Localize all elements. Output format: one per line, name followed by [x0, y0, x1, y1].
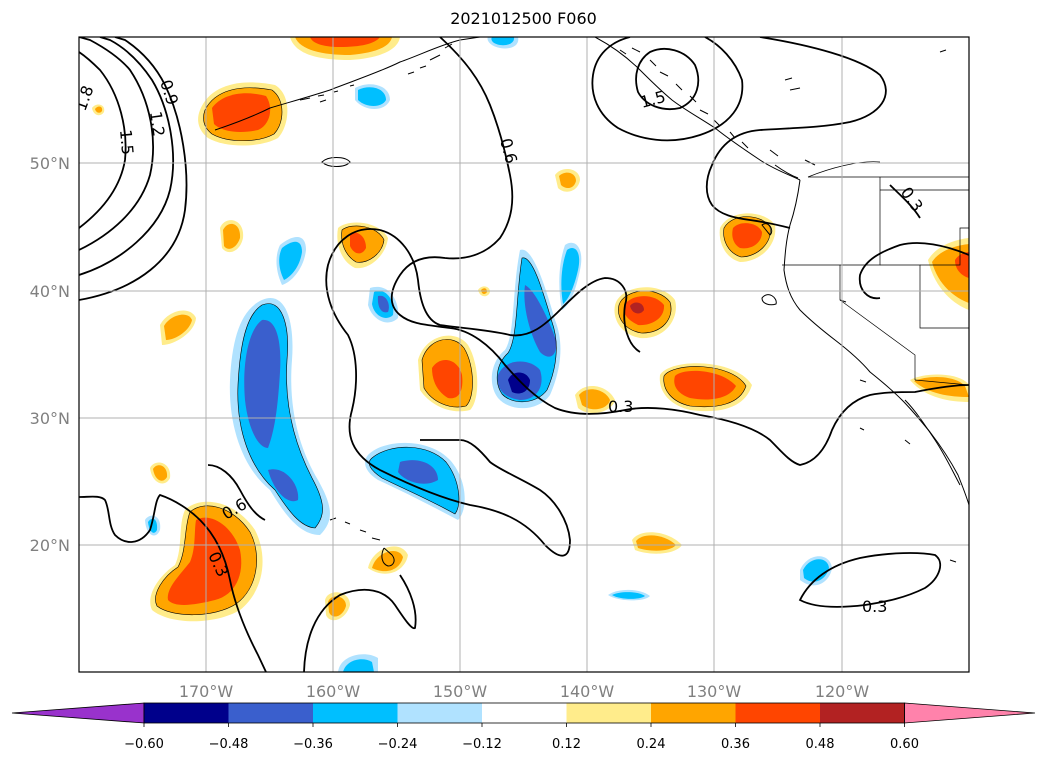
lat-label-50n: 50°N — [30, 154, 70, 173]
contour-lines — [79, 37, 969, 672]
lon-label-140w: 140°W — [560, 682, 615, 701]
map-title: 2021012500 F060 — [450, 9, 597, 28]
colorbar-extend-high — [904, 702, 1036, 724]
colorbar-bin — [566, 703, 651, 723]
colorbar-tick-label: −0.12 — [462, 737, 502, 752]
colorbar-tick-label: −0.48 — [209, 737, 249, 752]
colorbar: −0.60 −0.48 −0.36 −0.24 −0.12 0.12 0.24 … — [11, 702, 1036, 752]
contour-label: 1.2 — [146, 110, 168, 138]
colorbar-bin — [651, 703, 736, 723]
colorbar-tick-label: −0.36 — [293, 737, 333, 752]
colorbar-tick-label: 0.48 — [806, 737, 835, 752]
colorbar-bin — [228, 703, 313, 723]
colorbar-bin — [144, 703, 229, 723]
latitude-axis: 50°N 40°N 30°N 20°N — [30, 154, 70, 555]
graticule — [79, 37, 969, 672]
coastlines — [214, 37, 969, 567]
lon-label-130w: 130°W — [687, 682, 742, 701]
colorbar-tick-label: 0.60 — [890, 737, 919, 752]
colorbar-tick-label: 0.36 — [721, 737, 750, 752]
longitude-axis: 170°W 160°W 150°W 140°W 130°W 120°W — [179, 682, 870, 701]
colorbar-tick-label: −0.24 — [378, 737, 418, 752]
lon-label-160w: 160°W — [306, 682, 361, 701]
lat-label-20n: 20°N — [30, 536, 70, 555]
lat-label-30n: 30°N — [30, 409, 70, 428]
lat-label-40n: 40°N — [30, 282, 70, 301]
colorbar-bin — [397, 703, 482, 723]
colorbar-bin — [482, 703, 567, 723]
map-border — [78, 36, 970, 673]
colorbar-bin — [735, 703, 820, 723]
contour-label: 0.3 — [862, 597, 887, 616]
colorbar-tick-label: 0.24 — [637, 737, 666, 752]
contour-label: 1.5 — [116, 129, 137, 156]
colorbar-tick-label: −0.60 — [124, 737, 164, 752]
colorbar-extend-low — [11, 702, 145, 724]
negative-band-core — [244, 319, 281, 448]
negative-band-core-2 — [268, 469, 299, 502]
colorbar-bin — [820, 703, 905, 723]
colorbar-bin — [313, 703, 398, 723]
lon-label-150w: 150°W — [433, 682, 488, 701]
lon-label-170w: 170°W — [179, 682, 234, 701]
political-borders — [782, 161, 969, 386]
colorbar-tick-label: 0.12 — [552, 737, 581, 752]
lon-label-120w: 120°W — [815, 682, 870, 701]
contour-label: 0.3 — [608, 397, 633, 416]
